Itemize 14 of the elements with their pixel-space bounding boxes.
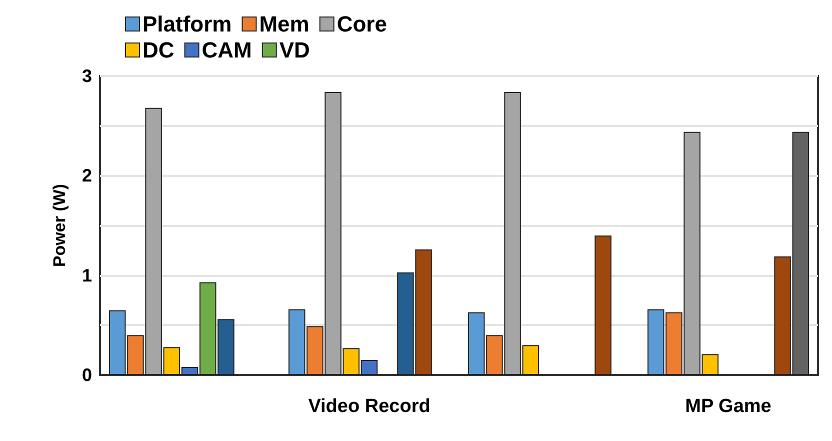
x-tick-label: MP Game [685, 396, 772, 417]
legend-label: VD [279, 38, 310, 62]
y-tick-label: 1 [82, 265, 92, 286]
bar [594, 235, 612, 375]
y-axis-title: Power (W) [50, 184, 69, 268]
legend-label: CAM [202, 38, 252, 62]
x-tick-label: Video Record [308, 396, 430, 417]
legend-label: DC [142, 38, 174, 62]
y-tick-label: 2 [82, 166, 92, 186]
y-tick-label: 3 [82, 66, 92, 86]
y-tick-label: 0 [82, 365, 92, 385]
legend-label: Platform [142, 12, 232, 36]
legend-label: Core [336, 12, 387, 36]
legend-label: Mem [259, 12, 310, 36]
